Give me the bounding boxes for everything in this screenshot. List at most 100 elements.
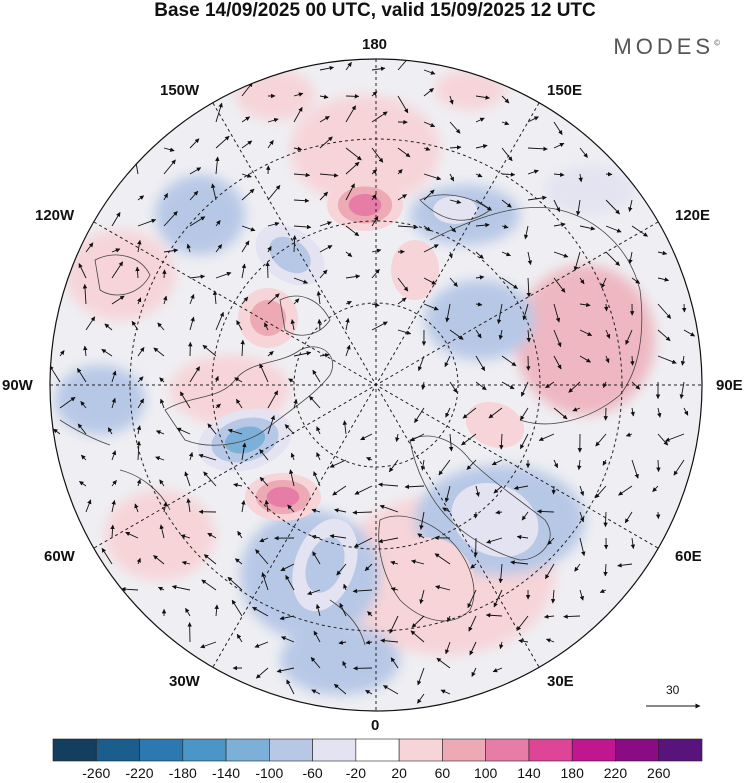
wind-arrow [423,121,436,128]
wind-arrow [367,611,373,617]
wind-arrow [345,161,360,175]
wind-arrow [78,263,87,279]
wind-arrow [365,689,373,695]
wind-arrow [345,105,356,123]
wind-arrow [475,381,487,391]
wind-arrow [77,423,87,435]
wind-arrow [79,481,87,487]
wind-arrow [371,147,384,163]
wind-arrow [155,430,165,435]
wind-arrow [307,589,321,596]
negative-anomaly-contour [269,236,311,274]
wind-arrow [241,500,246,513]
wind-arrow [475,329,482,339]
lon-label-150e: 150E [547,82,583,99]
wind-arrow [198,453,217,461]
wind-arrow [214,375,219,383]
wind-arrow [345,344,351,357]
wind-arrow [553,407,568,420]
wind-arrow [121,586,139,592]
wind-arrow [423,225,431,232]
wind-arrow [501,199,512,208]
wind-arrow [189,274,206,279]
wind-arrow [309,395,321,409]
wind-arrow [371,268,380,279]
wind-arrow [237,530,243,539]
wind-arrow [605,171,613,177]
wind-arrow [342,660,347,669]
wind-arrow [520,407,529,421]
wind-arrow [683,329,696,337]
wind-arrow [319,221,332,227]
wind-arrow [339,602,347,617]
wind-arrow [155,456,165,461]
wind-arrow [163,248,179,253]
wind-arrow [501,277,518,289]
wind-arrow [345,274,361,279]
wind-arrow [395,433,400,443]
colorbar-tick-label: -140 [212,765,241,781]
lon-label-30w: 30W [169,673,200,690]
lon-label-150w: 150W [160,82,200,99]
wind-arrow [241,263,247,279]
wind-arrow [390,657,399,669]
lon-label-90e: 90E [716,377,743,394]
wind-arrow [448,433,454,452]
colorbar-box [615,738,660,762]
wind-arrow [236,633,243,643]
wind-arrow [631,459,639,479]
wind-arrow [189,366,200,383]
wind-arrow [215,403,221,409]
wind-arrow [605,329,611,339]
wind-arrow [631,381,641,390]
wind-arrow [417,667,425,686]
wind-arrow [573,251,581,272]
wind-arrow [316,290,322,305]
wind-arrow [595,433,607,447]
wind-arrow [360,433,373,441]
wind-arrow [111,295,125,305]
colorbar-box [355,738,400,762]
wind-arrow [319,65,335,71]
wind-arrow [579,225,596,231]
wind-arrow [111,450,117,461]
wind-arrow [311,689,321,695]
wind-arrow [553,121,563,135]
wind-arrow [475,485,480,497]
wind-arrow [572,407,581,412]
wind-arrow [449,277,458,287]
wind-arrow [486,537,503,544]
wind-arrow [389,615,399,634]
brand-text: MODES [613,34,715,59]
wind-arrow [267,117,279,123]
wind-arrow [527,146,548,152]
wind-arrow [499,641,504,650]
wind-arrow [595,485,607,499]
colorbar-tick-label: 60 [434,765,451,781]
wind-arrow [157,586,165,592]
wind-arrow [445,303,451,323]
wind-arrow [136,557,141,565]
positive-anomaly-contour [348,193,382,217]
wind-arrow [553,251,569,258]
wind-arrow [475,95,490,100]
wind-arrow [101,547,113,565]
wind-arrow [397,194,407,201]
wind-arrow [518,638,529,644]
wind-arrow [203,554,217,565]
wind-arrow [159,524,165,539]
wind-arrow [605,355,610,364]
wind-arrow [101,348,113,357]
wind-arrow [449,145,462,150]
wind-arrow [397,169,403,175]
wind-arrow [345,225,360,237]
wind-arrow [414,407,425,423]
wind-arrow [267,140,274,149]
wind-arrow [488,407,503,419]
wind-arrow [50,365,61,383]
wind-arrow [545,563,555,580]
wind-arrow [255,549,269,565]
wind-arrow [527,251,533,266]
wind-arrow [553,277,566,293]
